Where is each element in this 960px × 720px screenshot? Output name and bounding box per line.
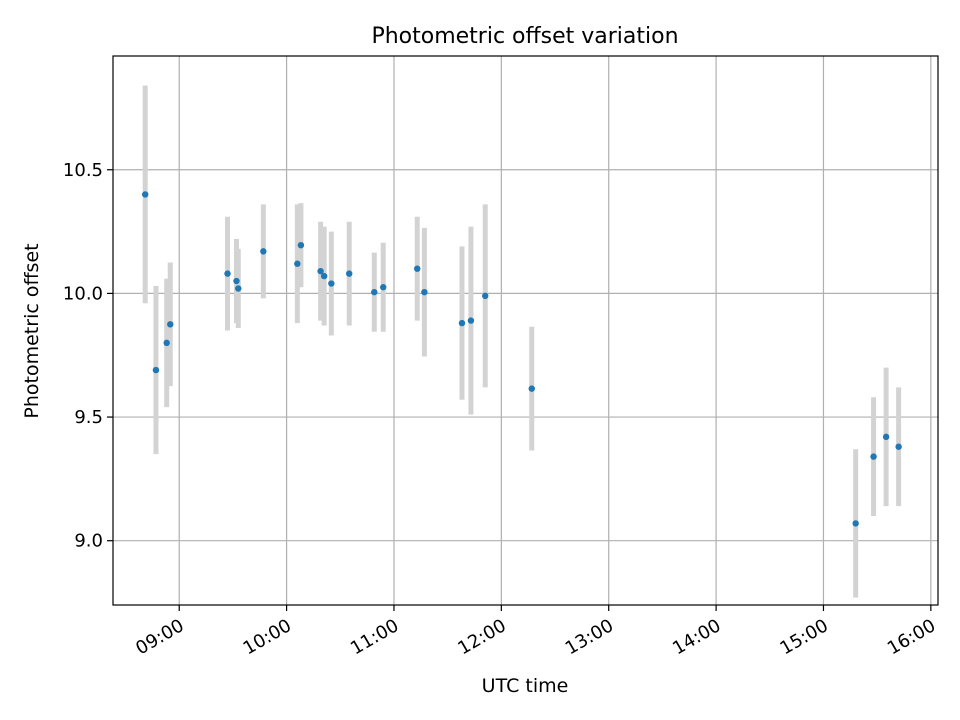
data-point — [233, 277, 240, 285]
y-axis-ticks: 9.0 9.5 10.0 10.5 — [63, 160, 113, 552]
data-point — [320, 272, 328, 280]
data-point — [380, 284, 387, 291]
data-point — [895, 443, 902, 450]
data-point — [235, 285, 242, 292]
y-tick-label: 9.5 — [74, 407, 103, 428]
data-point — [297, 241, 305, 249]
data-point — [142, 191, 149, 198]
x-axis-label: UTC time — [482, 675, 569, 697]
data-point — [294, 260, 301, 267]
data-point — [224, 270, 231, 277]
data-point — [528, 385, 535, 392]
y-tick-label: 10.0 — [63, 283, 103, 304]
data-point — [167, 321, 174, 328]
data-point — [852, 520, 859, 527]
y-tick-label: 10.5 — [63, 160, 103, 181]
data-point — [414, 265, 421, 272]
plot-frame — [112, 55, 939, 606]
y-tick-label: 9.0 — [74, 531, 103, 552]
data-point — [421, 288, 428, 296]
data-point — [346, 270, 353, 277]
data-point — [317, 267, 324, 275]
y-axis-label: Photometric offset — [21, 243, 43, 418]
chart-title: Photometric offset variation — [371, 24, 678, 49]
data-point — [152, 366, 160, 374]
grid — [113, 56, 938, 605]
data-point — [882, 433, 890, 441]
data-point — [467, 317, 475, 324]
data-point — [458, 319, 466, 327]
data-point — [482, 292, 489, 300]
data-points — [142, 191, 902, 527]
data-point — [328, 280, 335, 287]
data-point — [260, 248, 267, 255]
data-point — [163, 339, 170, 347]
data-point — [870, 453, 877, 460]
data-point — [371, 288, 378, 296]
